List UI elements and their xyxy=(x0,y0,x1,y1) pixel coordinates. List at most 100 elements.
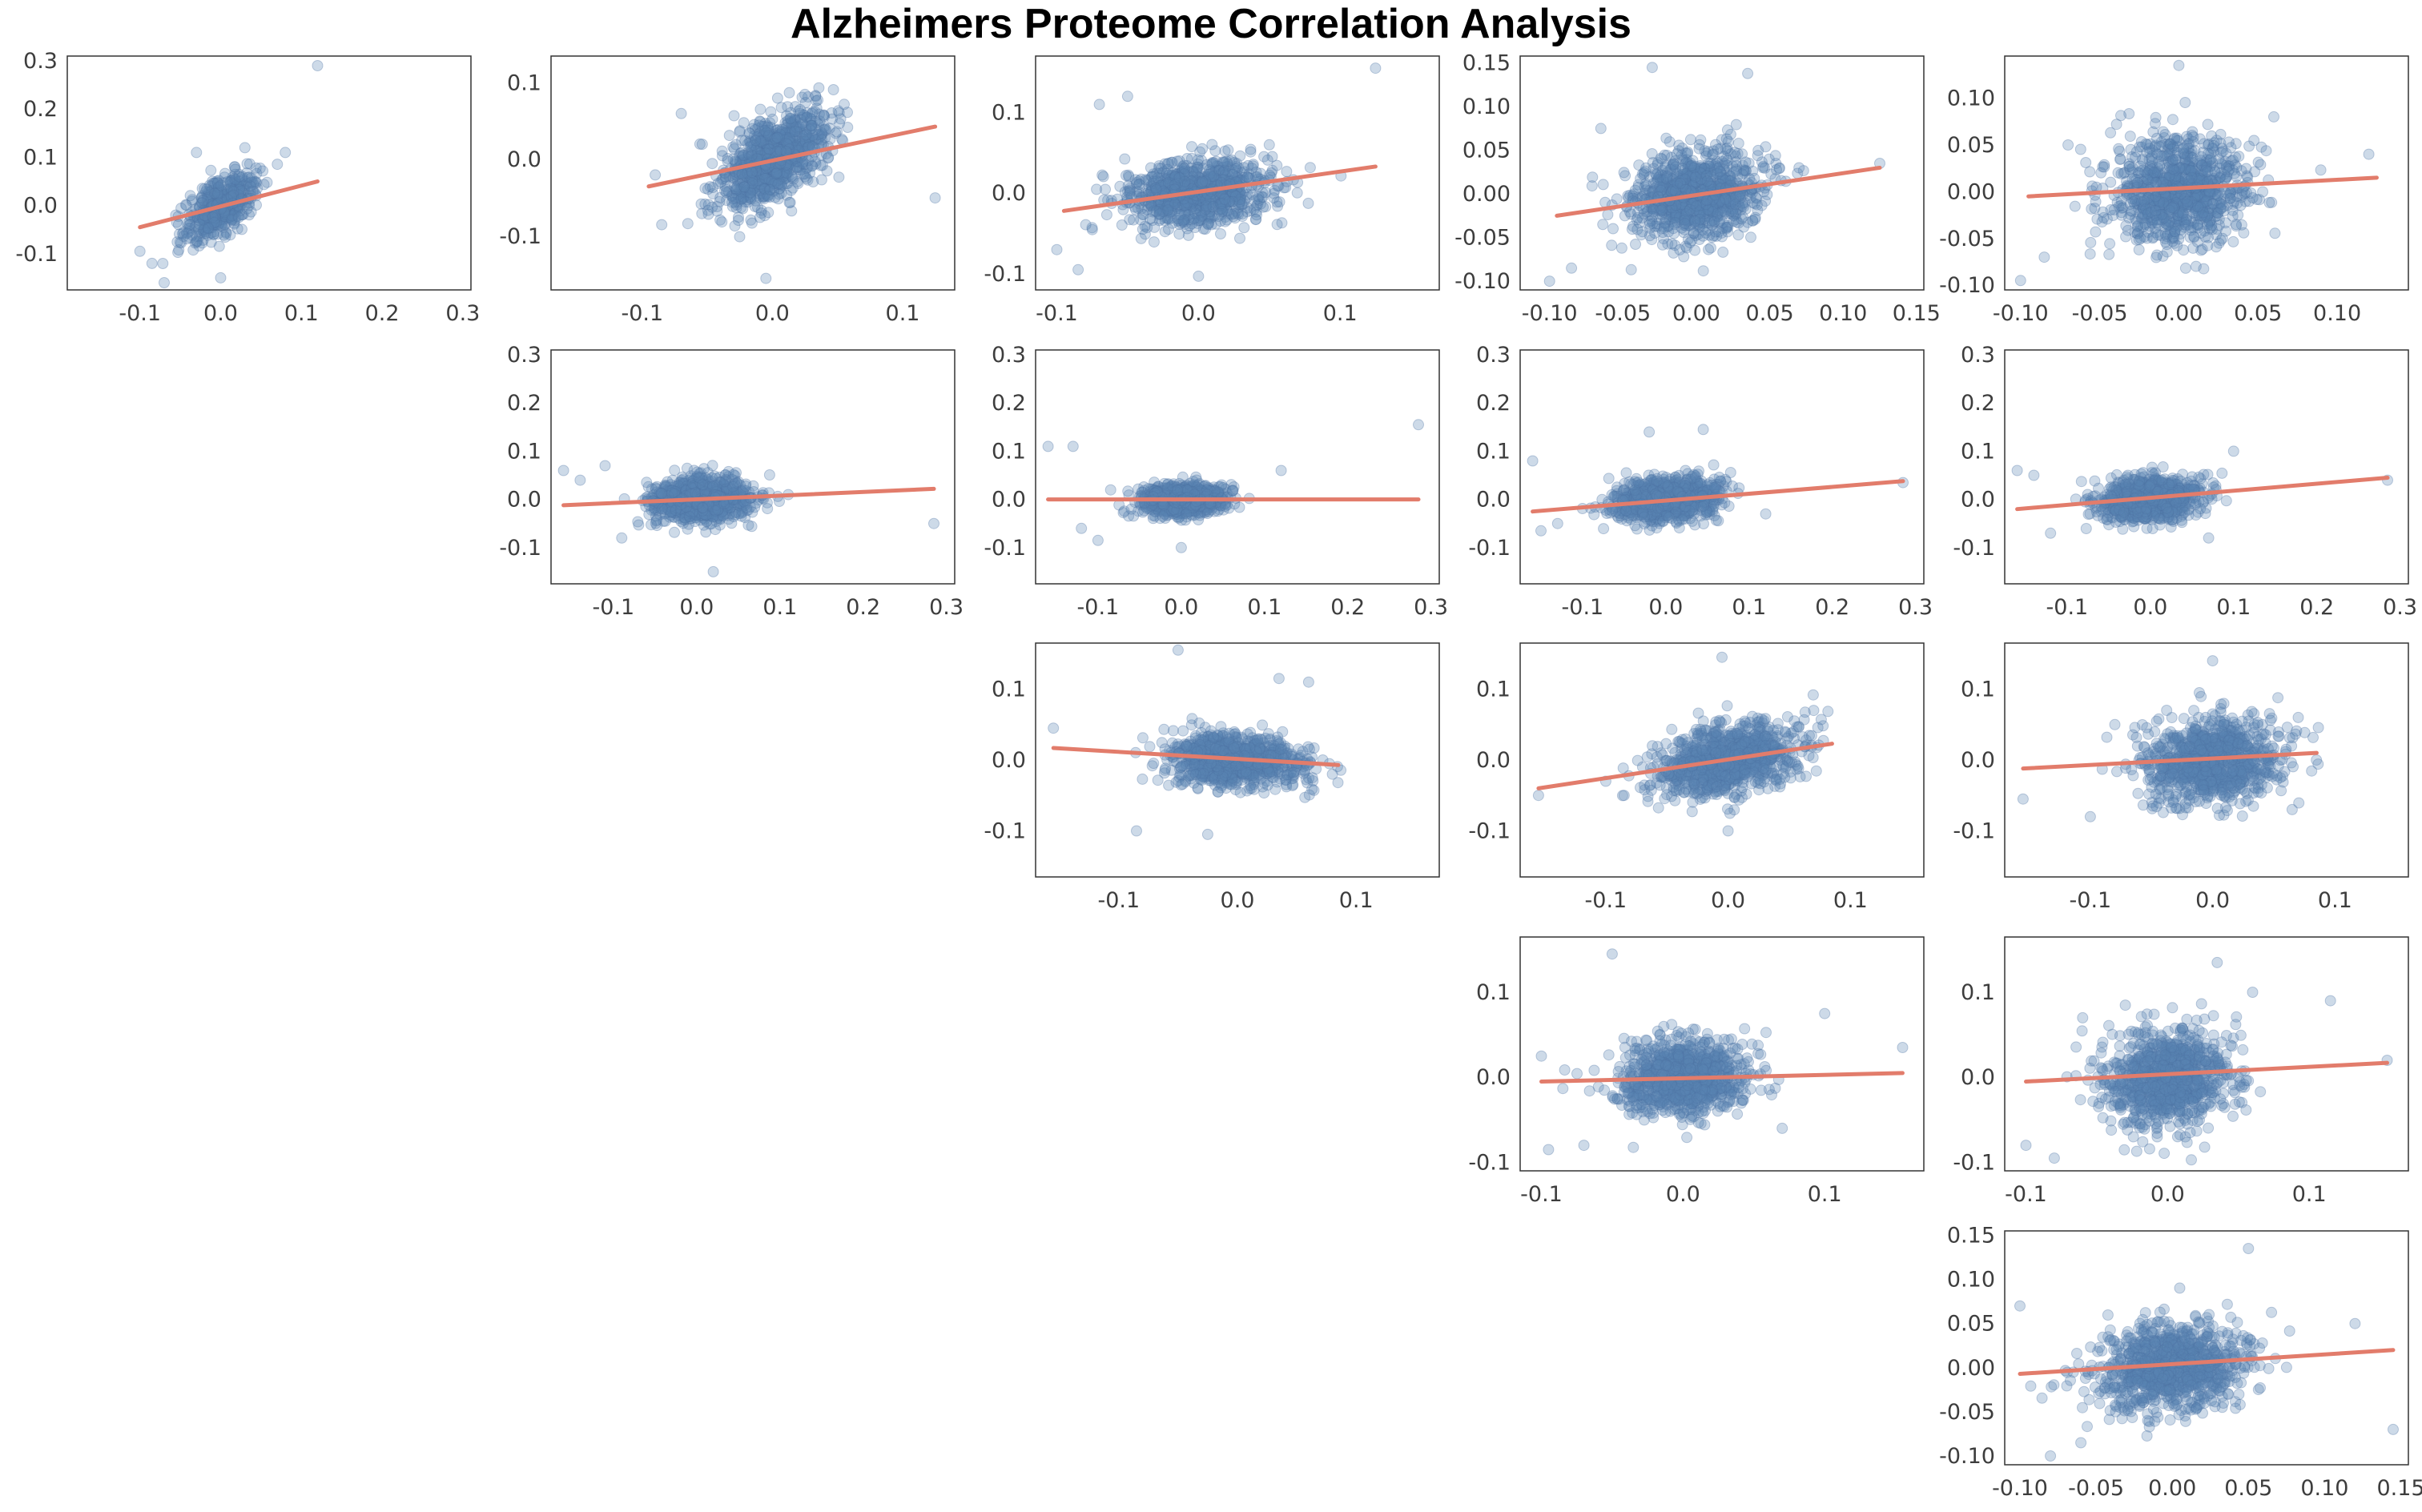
data-point xyxy=(735,147,747,159)
data-point xyxy=(752,202,763,213)
data-point xyxy=(203,179,215,191)
data-point xyxy=(1131,186,1143,198)
outlier-point xyxy=(675,107,687,119)
data-point xyxy=(217,177,229,189)
y-tick-label: 0.0 xyxy=(507,147,541,172)
data-point xyxy=(1192,208,1203,220)
data-point xyxy=(174,236,186,248)
data-point xyxy=(775,179,787,191)
data-point xyxy=(730,199,742,211)
data-point xyxy=(1684,134,1696,146)
data-point xyxy=(1234,232,1245,244)
data-point xyxy=(1169,179,1181,191)
data-point xyxy=(1213,203,1225,215)
data-point xyxy=(203,215,215,227)
data-point xyxy=(247,179,260,191)
data-point xyxy=(2097,206,2109,218)
data-point xyxy=(731,169,743,181)
data-point xyxy=(201,216,213,228)
data-point xyxy=(1266,164,1278,176)
data-point xyxy=(779,167,791,179)
data-point xyxy=(815,174,827,186)
data-point xyxy=(1236,198,1248,210)
data-point xyxy=(183,226,195,238)
data-point xyxy=(758,183,770,195)
data-point xyxy=(1234,194,1246,206)
data-point xyxy=(1124,183,1136,195)
data-point xyxy=(804,138,816,150)
outlier-point xyxy=(159,277,170,288)
data-point xyxy=(1163,223,1174,235)
data-point xyxy=(793,162,805,174)
data-point xyxy=(1676,176,1688,188)
data-point xyxy=(1236,167,1248,179)
data-point xyxy=(756,171,768,183)
data-point xyxy=(1639,181,1651,193)
data-point xyxy=(760,188,772,200)
data-point xyxy=(1146,215,1158,227)
data-point xyxy=(211,175,223,187)
data-point xyxy=(774,166,786,178)
data-point xyxy=(763,143,775,155)
data-point xyxy=(1697,217,1709,229)
data-point xyxy=(2111,196,2123,208)
data-point xyxy=(785,126,797,138)
data-point xyxy=(1245,143,1257,155)
data-point xyxy=(737,203,749,215)
data-point xyxy=(2252,156,2264,168)
data-point xyxy=(1250,206,1262,218)
data-point xyxy=(205,191,217,203)
y-tick-label: 0.1 xyxy=(23,145,58,170)
data-point xyxy=(752,131,764,143)
data-point xyxy=(2166,202,2178,214)
data-point xyxy=(1163,200,1175,212)
data-point xyxy=(1206,158,1218,170)
data-point xyxy=(207,214,219,226)
data-point xyxy=(758,210,770,222)
data-point xyxy=(788,115,800,127)
data-point xyxy=(212,218,224,230)
data-point xyxy=(226,213,238,225)
data-point xyxy=(730,184,742,196)
data-point xyxy=(227,189,239,201)
data-point xyxy=(1668,159,1680,171)
data-point xyxy=(1656,153,1668,165)
outlier-point xyxy=(1742,67,1754,79)
data-point xyxy=(702,208,714,220)
data-point xyxy=(247,176,259,188)
data-point xyxy=(1217,191,1229,203)
data-point xyxy=(797,159,809,171)
data-point xyxy=(746,184,758,196)
data-point xyxy=(750,124,761,135)
data-point xyxy=(787,116,799,128)
data-point xyxy=(774,165,787,177)
data-point xyxy=(1252,193,1264,205)
data-point xyxy=(1163,213,1175,225)
data-point xyxy=(1711,210,1723,222)
data-point xyxy=(1724,128,1736,140)
data-point xyxy=(1704,207,1716,219)
data-point xyxy=(1205,165,1217,177)
data-point xyxy=(1163,199,1175,211)
data-point xyxy=(1232,172,1244,184)
data-point xyxy=(804,123,815,135)
data-point xyxy=(211,216,223,228)
data-point xyxy=(786,142,797,154)
data-point xyxy=(1215,209,1227,221)
data-point xyxy=(1181,223,1193,235)
data-point xyxy=(1667,173,1678,184)
data-point xyxy=(742,196,754,208)
data-point xyxy=(211,177,223,188)
data-point xyxy=(1728,215,1740,227)
data-point xyxy=(792,126,804,138)
data-point xyxy=(797,136,809,148)
data-point xyxy=(813,133,825,145)
data-point xyxy=(183,222,195,234)
data-point xyxy=(229,211,241,223)
data-point xyxy=(1685,214,1697,226)
data-point xyxy=(719,185,730,197)
data-point xyxy=(822,152,834,164)
outlier-point xyxy=(239,142,251,154)
data-point xyxy=(1169,170,1181,182)
data-point xyxy=(203,187,215,199)
